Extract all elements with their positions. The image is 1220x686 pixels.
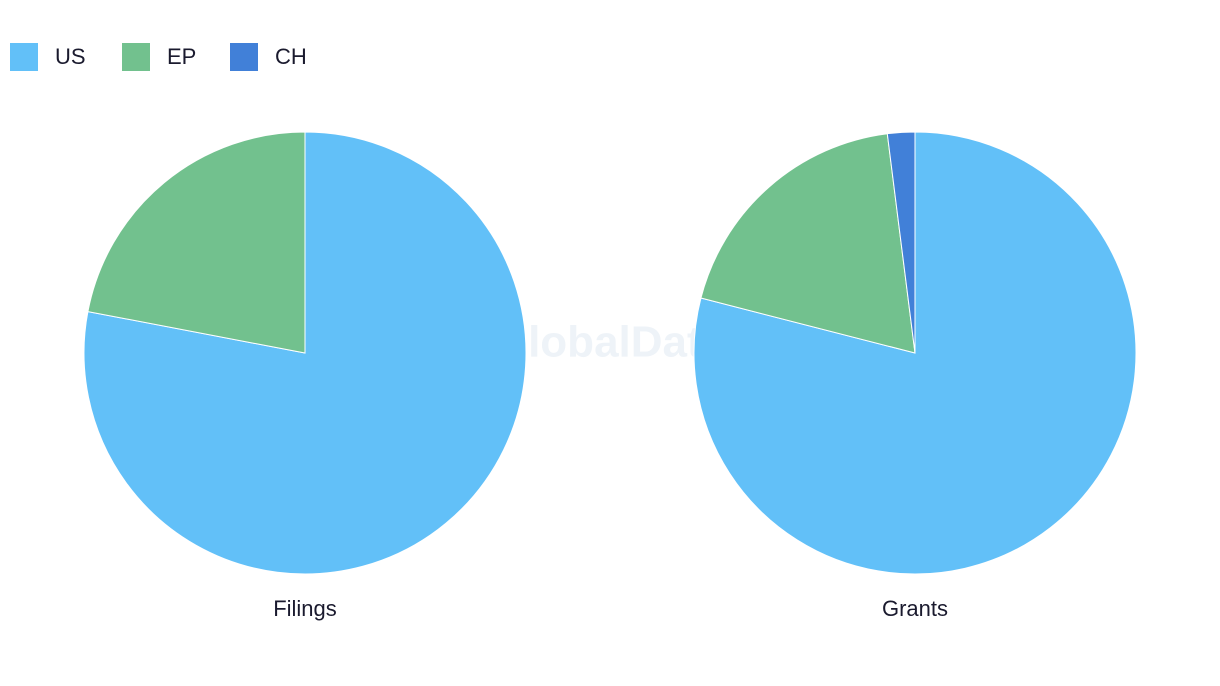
watermark: GlobalData <box>494 318 727 367</box>
chart-title: Filings <box>273 596 337 621</box>
legend-swatch <box>122 43 150 71</box>
pie-slice <box>87 131 306 354</box>
pie-slice <box>700 133 916 354</box>
pie-slice <box>886 131 916 354</box>
chart-title: Grants <box>882 596 948 621</box>
legend-swatch <box>230 43 258 71</box>
legend-label: US <box>55 44 86 69</box>
legend-label: CH <box>275 44 307 69</box>
legend-swatch <box>10 43 38 71</box>
legend-label: EP <box>167 44 196 69</box>
